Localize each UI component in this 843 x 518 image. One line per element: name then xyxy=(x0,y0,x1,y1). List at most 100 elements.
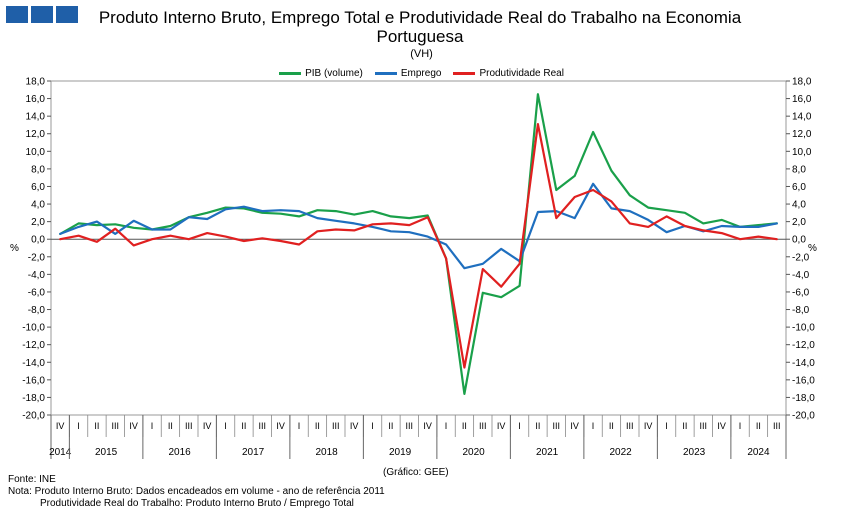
year-label: 2021 xyxy=(536,447,559,458)
quarter-label: I xyxy=(445,421,448,431)
quarter-label: IV xyxy=(497,421,506,431)
quarter-label: III xyxy=(479,421,487,431)
y-unit-right: % xyxy=(808,243,817,254)
y-tick-label-right: -8,0 xyxy=(792,305,810,316)
year-label: 2015 xyxy=(95,447,118,458)
quarter-label: IV xyxy=(203,421,212,431)
quarter-label: III xyxy=(626,421,634,431)
y-tick-label-left: 2,0 xyxy=(31,217,45,228)
quarter-label: III xyxy=(553,421,561,431)
quarter-label: IV xyxy=(717,421,726,431)
quarter-label: III xyxy=(185,421,193,431)
quarter-label: II xyxy=(241,421,246,431)
quarter-label: III xyxy=(700,421,708,431)
quarter-label: IV xyxy=(129,421,138,431)
legend-swatch-pib xyxy=(279,72,302,75)
quarter-label: III xyxy=(332,421,340,431)
y-tick-label-right: 6,0 xyxy=(792,182,806,193)
legend-swatch-produtividade xyxy=(453,72,476,75)
y-tick-label-left: 12,0 xyxy=(26,129,46,140)
year-label: 2024 xyxy=(747,447,770,458)
quarter-label: IV xyxy=(644,421,653,431)
quarter-label: III xyxy=(259,421,267,431)
y-tick-label-left: 6,0 xyxy=(31,182,45,193)
quarter-label: IV xyxy=(276,421,285,431)
y-tick-label-left: -18,0 xyxy=(22,393,45,404)
quarter-label: IV xyxy=(56,421,65,431)
year-label: 2020 xyxy=(463,447,486,458)
y-tick-label-right: -18,0 xyxy=(792,393,815,404)
quarter-label: IV xyxy=(570,421,579,431)
legend-label-emprego: Emprego xyxy=(400,68,442,79)
quarter-label: II xyxy=(609,421,614,431)
y-tick-label-left: 4,0 xyxy=(31,200,45,211)
quarter-label: III xyxy=(773,421,781,431)
year-label: 2017 xyxy=(242,447,265,458)
legend-item-emprego: Emprego xyxy=(374,68,442,79)
quarter-label: IV xyxy=(423,421,432,431)
chart-title: Produto Interno Bruto, Emprego Total e P… xyxy=(98,8,742,46)
legend-label-produtividade: Produtividade Real xyxy=(479,68,564,79)
quarter-label: II xyxy=(756,421,761,431)
y-tick-label-left: 14,0 xyxy=(26,112,46,123)
logo-block-1 xyxy=(6,6,28,23)
quarter-label: II xyxy=(94,421,99,431)
y-tick-label-right: -10,0 xyxy=(792,323,815,334)
quarter-label: I xyxy=(518,421,521,431)
year-label: 2016 xyxy=(169,447,192,458)
quarter-label: I xyxy=(224,421,227,431)
footer-note-1: Nota: Produto Interno Bruto: Dados encad… xyxy=(8,486,385,497)
y-tick-label-right: 0,0 xyxy=(792,235,806,246)
graphic-source: (Gráfico: GEE) xyxy=(383,467,449,478)
y-tick-label-right: 18,0 xyxy=(792,77,812,88)
logo-block-3 xyxy=(56,6,78,23)
y-tick-label-right: 2,0 xyxy=(792,217,806,228)
y-tick-label-left: 16,0 xyxy=(26,94,46,105)
y-tick-label-left: -2,0 xyxy=(28,252,46,263)
y-tick-label-right: -16,0 xyxy=(792,375,815,386)
year-label: 2014 xyxy=(49,447,72,458)
y-tick-label-right: 16,0 xyxy=(792,94,812,105)
quarter-label: II xyxy=(168,421,173,431)
legend-label-pib: PIB (volume) xyxy=(305,68,363,79)
series-line-pib xyxy=(59,93,778,395)
series-line-emprego xyxy=(59,182,778,270)
footer-note-2: Produtividade Real do Trabalho: Produto … xyxy=(40,498,354,509)
y-tick-label-right: 10,0 xyxy=(792,147,812,158)
year-label: 2018 xyxy=(316,447,339,458)
y-tick-label-right: -20,0 xyxy=(792,411,815,422)
y-tick-label-right: 12,0 xyxy=(792,129,812,140)
legend-swatch-emprego xyxy=(374,72,397,75)
plot-frame xyxy=(50,80,787,416)
series-line-produtividade xyxy=(59,122,778,369)
y-unit-left: % xyxy=(10,243,19,254)
quarter-label: III xyxy=(112,421,120,431)
y-tick-label-right: -12,0 xyxy=(792,340,815,351)
quarter-label: II xyxy=(388,421,393,431)
quarter-label: II xyxy=(315,421,320,431)
legend-item-pib: PIB (volume) xyxy=(279,68,363,79)
year-label: 2022 xyxy=(610,447,633,458)
y-tick-label-left: -4,0 xyxy=(28,270,46,281)
y-tick-label-left: -8,0 xyxy=(28,305,46,316)
footer-source: Fonte: INE xyxy=(8,474,56,485)
quarter-label: I xyxy=(298,421,301,431)
y-tick-label-left: -16,0 xyxy=(22,375,45,386)
quarter-label: I xyxy=(77,421,80,431)
y-tick-label-left: 8,0 xyxy=(31,164,45,175)
y-tick-label-left: -20,0 xyxy=(22,411,45,422)
quarter-label: I xyxy=(151,421,154,431)
line-chart: 18,0 18,0 16,0 16,0 14,0 14,0 12,0 12,0 10,0 10,0… xyxy=(10,77,817,459)
year-label: 2023 xyxy=(683,447,706,458)
y-tick-label-right: 4,0 xyxy=(792,200,806,211)
legend-item-produtividade: Produtividade Real xyxy=(453,68,564,79)
quarter-label: I xyxy=(739,421,742,431)
logo-block-2 xyxy=(31,6,53,23)
y-tick-label-right: -14,0 xyxy=(792,358,815,369)
chart-subtitle: (VH) xyxy=(410,48,433,60)
y-tick-label-left: 0,0 xyxy=(31,235,45,246)
quarter-label: II xyxy=(535,421,540,431)
y-tick-label-right: 14,0 xyxy=(792,112,812,123)
y-tick-label-left: 18,0 xyxy=(26,77,46,88)
y-tick-label-left: -14,0 xyxy=(22,358,45,369)
